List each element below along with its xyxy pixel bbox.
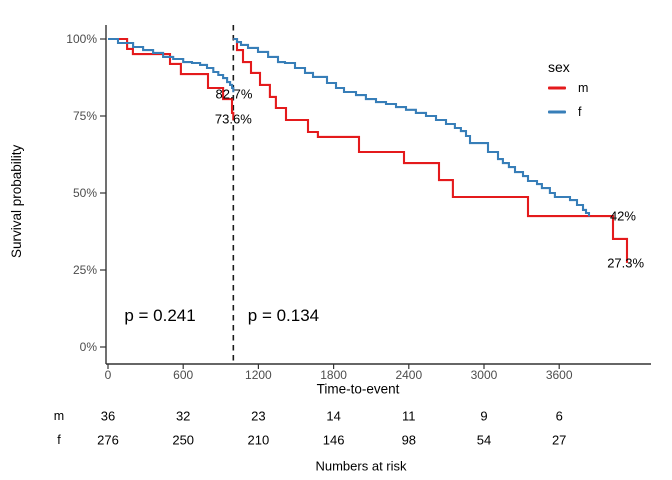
risk-count-m-3600: 6 <box>555 408 563 424</box>
x-tick-label: 1800 <box>320 368 347 382</box>
y-axis-title: Survival probability <box>9 144 24 258</box>
legend-key-f <box>548 110 566 114</box>
survival-curve-m <box>233 37 629 263</box>
x-axis-title: Time-to-event <box>316 381 400 397</box>
y-tick-label: 0% <box>79 340 97 354</box>
legend-label-m: m <box>578 81 589 95</box>
end-survival-m: 27.3% <box>607 255 645 271</box>
risk-count-f-600: 250 <box>172 432 195 448</box>
risk-count-m-0: 36 <box>100 408 116 424</box>
risk-count-f-1800: 146 <box>322 432 345 448</box>
survival-curve-f <box>108 37 235 93</box>
landmark-survival-m: 73.6% <box>214 111 252 127</box>
x-tick-label: 0 <box>104 368 112 382</box>
pvalue-post-landmark: p = 0.134 <box>247 305 320 325</box>
y-tick-label: 50% <box>72 186 97 200</box>
y-tick-label: 75% <box>72 109 97 123</box>
x-tick-label: 2400 <box>395 368 423 382</box>
end-survival-f: 42% <box>609 208 636 224</box>
landmark-survival-f: 82.7% <box>215 86 253 102</box>
legend-label-f: f <box>578 105 582 119</box>
risk-table-title: Numbers at risk <box>315 458 407 474</box>
risk-count-f-3000: 54 <box>476 432 492 448</box>
x-tick-label: 3600 <box>545 368 573 382</box>
risk-count-m-1200: 23 <box>251 408 266 424</box>
risk-count-m-2400: 11 <box>402 408 416 424</box>
legend-title: sex <box>548 59 570 75</box>
pvalue-pre-landmark: p = 0.241 <box>124 305 196 325</box>
risk-count-f-2400: 98 <box>401 432 417 448</box>
risk-count-f-0: 276 <box>97 432 119 448</box>
x-tick-label: 600 <box>173 368 194 382</box>
x-tick-label: 3000 <box>470 368 498 382</box>
risk-count-f-1200: 210 <box>247 432 270 448</box>
risk-count-m-1800: 14 <box>326 408 341 424</box>
risk-count-f-3600: 27 <box>551 432 567 448</box>
legend-key-m <box>548 86 566 90</box>
risk-count-m-600: 32 <box>175 408 191 424</box>
survival-curve-f <box>233 37 591 217</box>
risk-row-label-f: f <box>57 433 61 447</box>
risk-count-m-3000: 9 <box>480 408 488 424</box>
x-tick-label: 1200 <box>245 368 272 382</box>
risk-row-label-m: m <box>53 409 65 423</box>
survival-curve-m <box>108 37 235 121</box>
y-tick-label: 25% <box>72 263 97 277</box>
y-tick-label: 100% <box>66 32 97 46</box>
